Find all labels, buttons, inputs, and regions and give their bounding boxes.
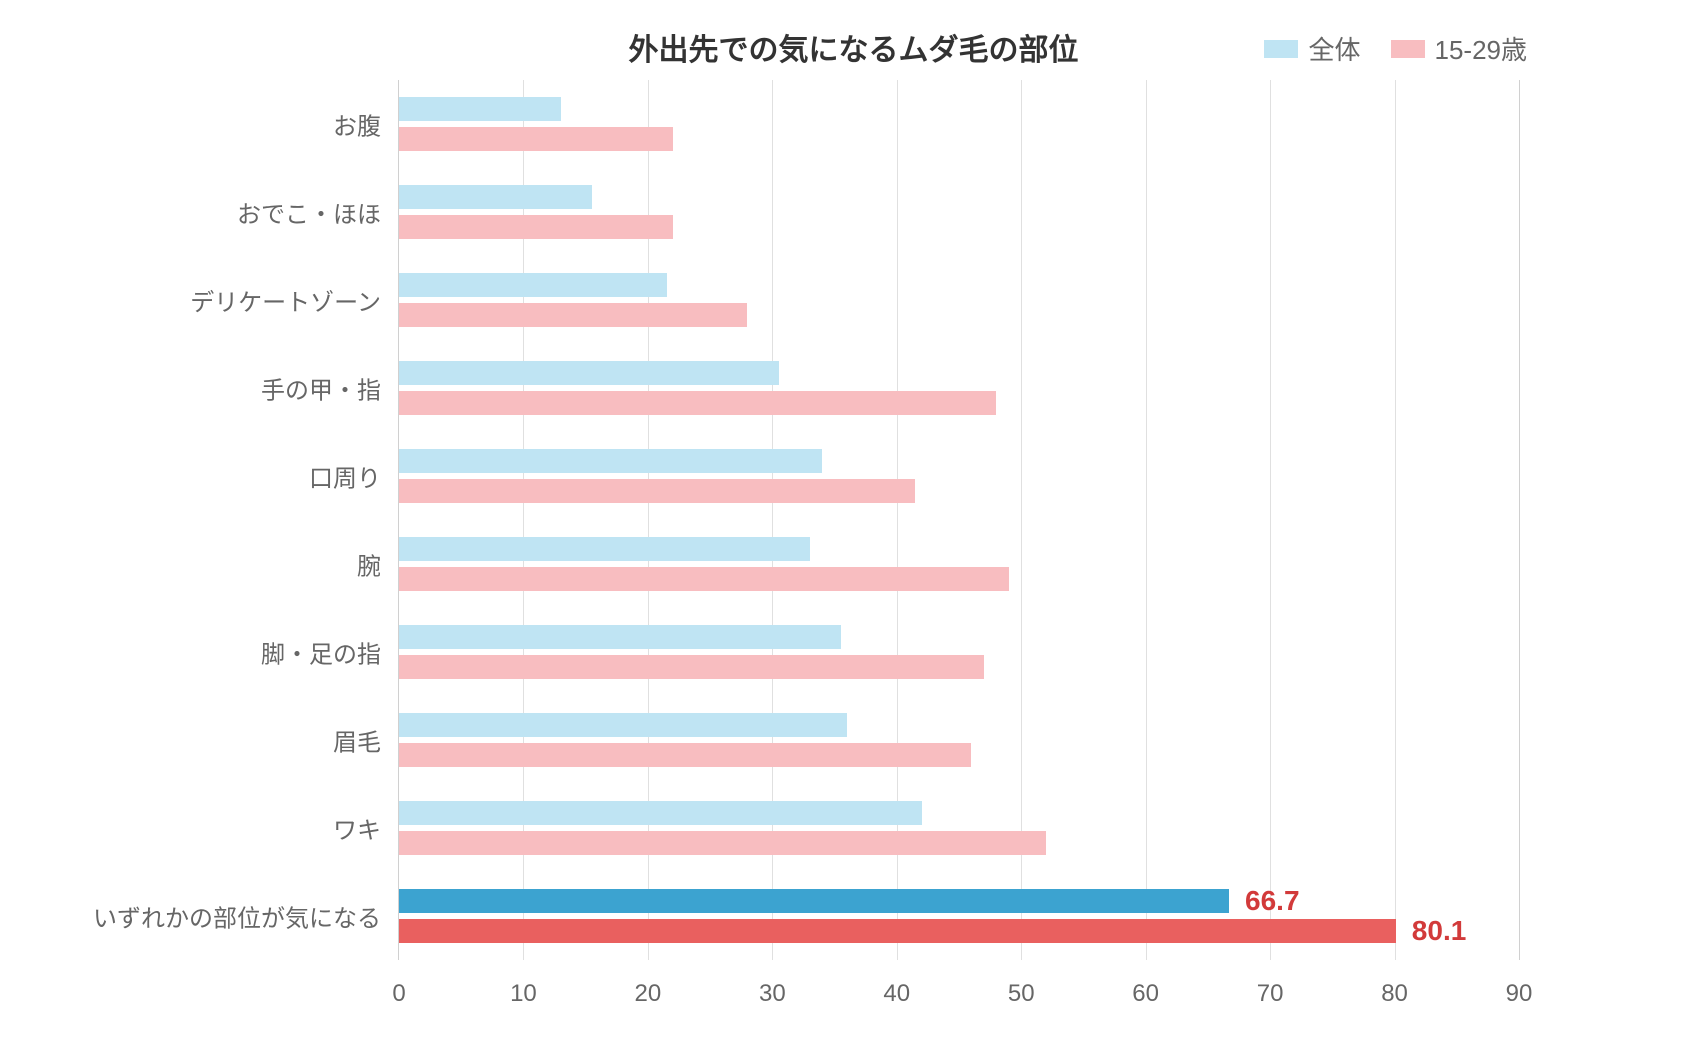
bar [399,361,779,385]
x-tick-label: 60 [1132,980,1159,1008]
legend-label: 15-29歳 [1435,30,1528,67]
bar [399,831,1046,855]
y-axis-label: 腕 [357,547,399,582]
bar [399,713,847,737]
y-axis-label: 手の甲・指 [261,371,399,406]
bar [399,625,841,649]
y-axis-label: 口周り [309,459,399,494]
bar [399,303,747,327]
bar [399,801,922,825]
x-tick-label: 80 [1381,980,1408,1008]
bar [399,743,971,767]
x-tick-label: 50 [1008,980,1035,1008]
x-tick-label: 90 [1506,980,1533,1008]
gridline [648,80,649,960]
bar [399,655,984,679]
legend-item: 15-29歳 [1391,30,1528,67]
bar [399,567,1009,591]
gridline [1270,80,1271,960]
y-axis-label: 脚・足の指 [261,635,399,670]
legend-item: 全体 [1264,30,1360,67]
gridline [523,80,524,960]
legend-swatch [1391,40,1425,58]
x-tick-label: 30 [759,980,786,1008]
plot-area: 0102030405060708090お腹おでこ・ほほデリケートゾーン手の甲・指… [398,80,1520,960]
legend-label: 全体 [1308,30,1360,67]
bar [399,919,1396,943]
y-axis-label: ワキ [333,811,399,846]
bar [399,479,915,503]
bar [399,185,592,209]
y-axis-label: デリケートゾーン [190,283,399,318]
bar [399,273,667,297]
bar [399,391,996,415]
bar [399,889,1229,913]
legend: 全体 15-29歳 [1264,30,1527,67]
gridline [772,80,773,960]
gridline [1395,80,1396,960]
bar [399,215,673,239]
x-tick-label: 0 [392,980,405,1008]
y-axis-label: おでこ・ほほ [237,195,399,230]
gridline [1021,80,1022,960]
x-tick-label: 10 [510,980,537,1008]
y-axis-label: いずれかの部位が気になる [93,899,399,934]
bar [399,449,822,473]
x-tick-label: 70 [1257,980,1284,1008]
gridline [1146,80,1147,960]
x-tick-label: 20 [635,980,662,1008]
bar [399,127,673,151]
legend-swatch [1264,40,1298,58]
y-axis-label: お腹 [333,107,399,142]
value-callout: 66.7 [1245,885,1300,917]
chart-container: 外出先での気になるムダ毛の部位 全体15-29歳 010203040506070… [0,0,1707,1039]
bar [399,537,810,561]
value-callout: 80.1 [1412,915,1467,947]
bar [399,97,561,121]
y-axis-label: 眉毛 [333,723,399,758]
x-tick-label: 40 [883,980,910,1008]
gridline [897,80,898,960]
